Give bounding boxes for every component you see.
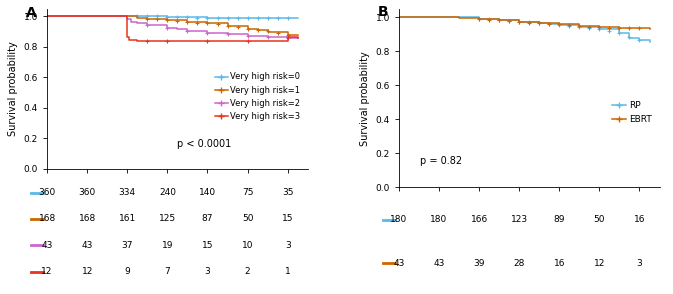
- Text: 75: 75: [242, 188, 253, 197]
- Text: 3: 3: [285, 241, 291, 250]
- Text: 10: 10: [242, 241, 253, 250]
- Text: 240: 240: [159, 188, 176, 197]
- Text: 43: 43: [42, 241, 52, 250]
- Text: 125: 125: [159, 215, 176, 223]
- Text: 334: 334: [118, 188, 136, 197]
- Text: 166: 166: [470, 216, 488, 224]
- Text: 12: 12: [81, 268, 93, 276]
- Text: 7: 7: [164, 268, 170, 276]
- Text: 35: 35: [282, 188, 293, 197]
- Text: p = 0.82: p = 0.82: [420, 156, 462, 166]
- Text: 15: 15: [282, 215, 293, 223]
- Text: 360: 360: [38, 188, 56, 197]
- Text: 2: 2: [245, 268, 250, 276]
- Text: 140: 140: [199, 188, 216, 197]
- Legend: Very high risk=0, Very high risk=1, Very high risk=2, Very high risk=3: Very high risk=0, Very high risk=1, Very…: [212, 69, 304, 124]
- Text: 19: 19: [162, 241, 173, 250]
- Text: 12: 12: [594, 259, 605, 268]
- Text: 28: 28: [513, 259, 525, 268]
- Text: 180: 180: [390, 216, 408, 224]
- Text: 161: 161: [118, 215, 136, 223]
- Y-axis label: Survival probability: Survival probability: [8, 41, 18, 136]
- Y-axis label: Survival probability: Survival probability: [360, 51, 370, 146]
- Text: 9: 9: [125, 268, 130, 276]
- Text: 360: 360: [79, 188, 96, 197]
- Text: 168: 168: [79, 215, 96, 223]
- Text: 123: 123: [511, 216, 528, 224]
- Text: 3: 3: [637, 259, 642, 268]
- Text: 87: 87: [202, 215, 213, 223]
- Text: 168: 168: [38, 215, 56, 223]
- Text: 50: 50: [242, 215, 253, 223]
- Text: A: A: [26, 6, 37, 20]
- Text: 180: 180: [431, 216, 448, 224]
- Text: 16: 16: [634, 216, 645, 224]
- Text: 1: 1: [285, 268, 291, 276]
- Text: 39: 39: [473, 259, 485, 268]
- Text: 37: 37: [122, 241, 133, 250]
- Text: 43: 43: [81, 241, 93, 250]
- Text: 16: 16: [554, 259, 565, 268]
- Text: 89: 89: [554, 216, 565, 224]
- Text: p < 0.0001: p < 0.0001: [178, 139, 232, 149]
- Text: 50: 50: [594, 216, 605, 224]
- Text: 43: 43: [393, 259, 404, 268]
- Text: 12: 12: [42, 268, 52, 276]
- Text: 43: 43: [433, 259, 445, 268]
- Text: 3: 3: [205, 268, 211, 276]
- Text: B: B: [378, 5, 389, 19]
- Text: 15: 15: [202, 241, 213, 250]
- Legend: RP, EBRT: RP, EBRT: [609, 98, 655, 127]
